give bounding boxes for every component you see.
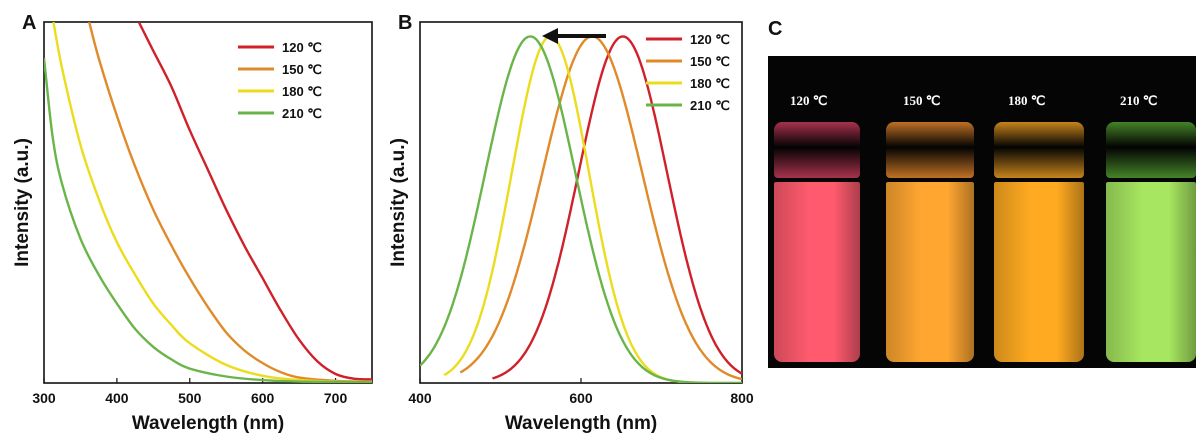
- series-line-1: [137, 22, 372, 381]
- vial-liquid: [774, 182, 860, 362]
- legend-label: 180 ℃: [690, 76, 730, 91]
- series-line-4: [420, 35, 742, 383]
- panel-letter-a: A: [22, 12, 37, 34]
- vial-cap: [994, 122, 1084, 178]
- shift-arrow-icon: [542, 28, 558, 44]
- series-line-3: [52, 22, 372, 383]
- x-tick-label: 700: [324, 390, 348, 406]
- vial-150: [886, 122, 974, 362]
- vial-label-210: 210 ℃: [1120, 93, 1158, 108]
- vial-label-120: 120 ℃: [790, 93, 828, 108]
- legend-label: 180 ℃: [282, 84, 322, 99]
- vial-label-180: 180 ℃: [1008, 93, 1046, 108]
- series-line-2: [459, 35, 742, 381]
- legend-label: 150 ℃: [282, 62, 322, 77]
- vial-cap: [774, 122, 860, 178]
- chart-a: 300 400 500 600 700 Wavelength (nm) Intensity …: [12, 21, 373, 434]
- vial-cap: [886, 122, 974, 178]
- x-axis-label: Wavelength (nm): [132, 413, 284, 434]
- x-tick-label: 500: [178, 390, 202, 406]
- legend-label: 210 ℃: [690, 98, 730, 113]
- vial-label-150: 150 ℃: [903, 93, 941, 108]
- y-axis-label: Intensity (a.u.): [388, 138, 409, 267]
- vial-120: [774, 122, 860, 362]
- vial-photo: 120 ℃ 150 ℃ 180 ℃ 210 ℃: [768, 56, 1196, 368]
- x-tick-label: 400: [408, 390, 432, 406]
- panel-letter-c: C: [768, 18, 783, 40]
- legend-label: 150 ℃: [690, 54, 730, 69]
- vial-180: [994, 122, 1084, 362]
- legend-label: 120 ℃: [690, 32, 730, 47]
- plot-frame: [43, 21, 373, 384]
- legend-label: 120 ℃: [282, 40, 322, 55]
- x-tick-label: 400: [105, 390, 129, 406]
- legend-label: 210 ℃: [282, 106, 322, 121]
- vial-210: [1106, 122, 1196, 362]
- panel-letter-b: B: [398, 12, 413, 34]
- x-tick-label: 300: [32, 390, 56, 406]
- chart-b: 400 600 800 Wavelength (nm) Intensity (a.u.)…: [388, 21, 754, 434]
- x-tick-label: 800: [730, 390, 754, 406]
- vial-liquid: [994, 182, 1084, 362]
- x-axis-label: Wavelength (nm): [505, 413, 657, 434]
- y-axis-label: Intensity (a.u.): [12, 138, 33, 267]
- series-line-2: [88, 22, 372, 383]
- vial-liquid: [1106, 182, 1196, 362]
- vial-liquid: [886, 182, 974, 362]
- x-tick-label: 600: [251, 390, 275, 406]
- series-line-4: [44, 57, 372, 383]
- series-line-1: [491, 35, 742, 380]
- vial-cap: [1106, 122, 1196, 178]
- x-tick-label: 600: [569, 390, 593, 406]
